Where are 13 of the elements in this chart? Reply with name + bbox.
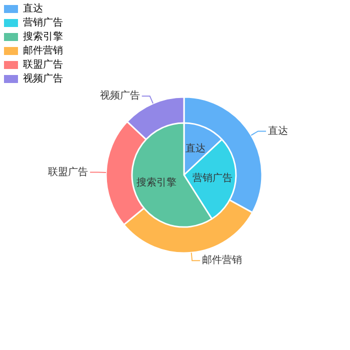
legend-label: 视频广告 (23, 72, 63, 85)
slice-label: 直达 (268, 124, 288, 137)
legend-label: 直达 (23, 2, 43, 15)
legend-label: 营销广告 (23, 16, 63, 29)
legend-label: 搜索引擎 (23, 30, 63, 43)
category-label: 营销广告 (192, 173, 232, 184)
legend-label: 联盟广告 (23, 58, 63, 71)
slice-label: 视频广告 (100, 90, 140, 102)
category-label: 搜索引擎 (136, 178, 177, 189)
slice-label: 联盟广告 (48, 166, 88, 178)
legend-label: 邮件营销 (23, 44, 63, 57)
slice-label: 邮件营销 (202, 254, 242, 266)
slice-label: 直达 (185, 142, 206, 154)
